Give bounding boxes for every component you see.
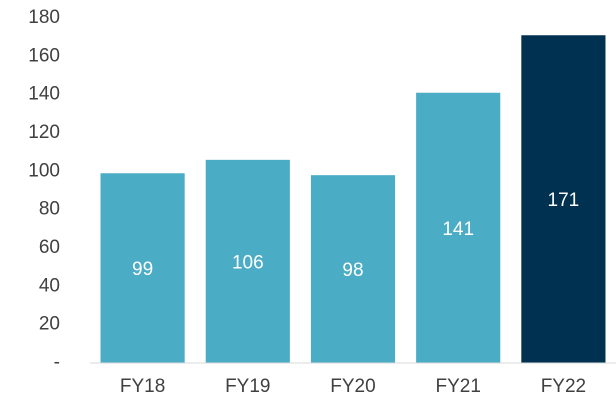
y-tick-label: 100 <box>28 160 60 181</box>
x-tick-label: FY19 <box>225 376 270 397</box>
y-tick-label: 80 <box>39 199 60 220</box>
value-label: 98 <box>342 260 363 281</box>
y-tick-label: 140 <box>28 84 60 105</box>
y-tick-label: - <box>54 352 60 373</box>
x-tick-label: FY21 <box>435 376 480 397</box>
y-tick-label: 160 <box>28 45 60 66</box>
y-tick-label: 20 <box>39 314 60 335</box>
value-label: 106 <box>232 252 264 273</box>
y-tick-label: 180 <box>28 7 60 28</box>
bar <box>310 175 396 363</box>
bar <box>416 92 501 363</box>
bar <box>521 35 606 363</box>
x-tick-label: FY18 <box>120 376 165 397</box>
value-label: 99 <box>132 259 153 280</box>
bar <box>100 173 185 363</box>
y-tick-label: 60 <box>39 237 60 258</box>
x-tick-label: FY20 <box>330 376 375 397</box>
y-tick-label: 120 <box>28 122 60 143</box>
value-label: 171 <box>548 190 580 211</box>
value-label: 141 <box>442 219 474 240</box>
bar <box>205 159 290 363</box>
y-tick-label: 40 <box>39 275 60 296</box>
x-tick-label: FY22 <box>541 376 586 397</box>
